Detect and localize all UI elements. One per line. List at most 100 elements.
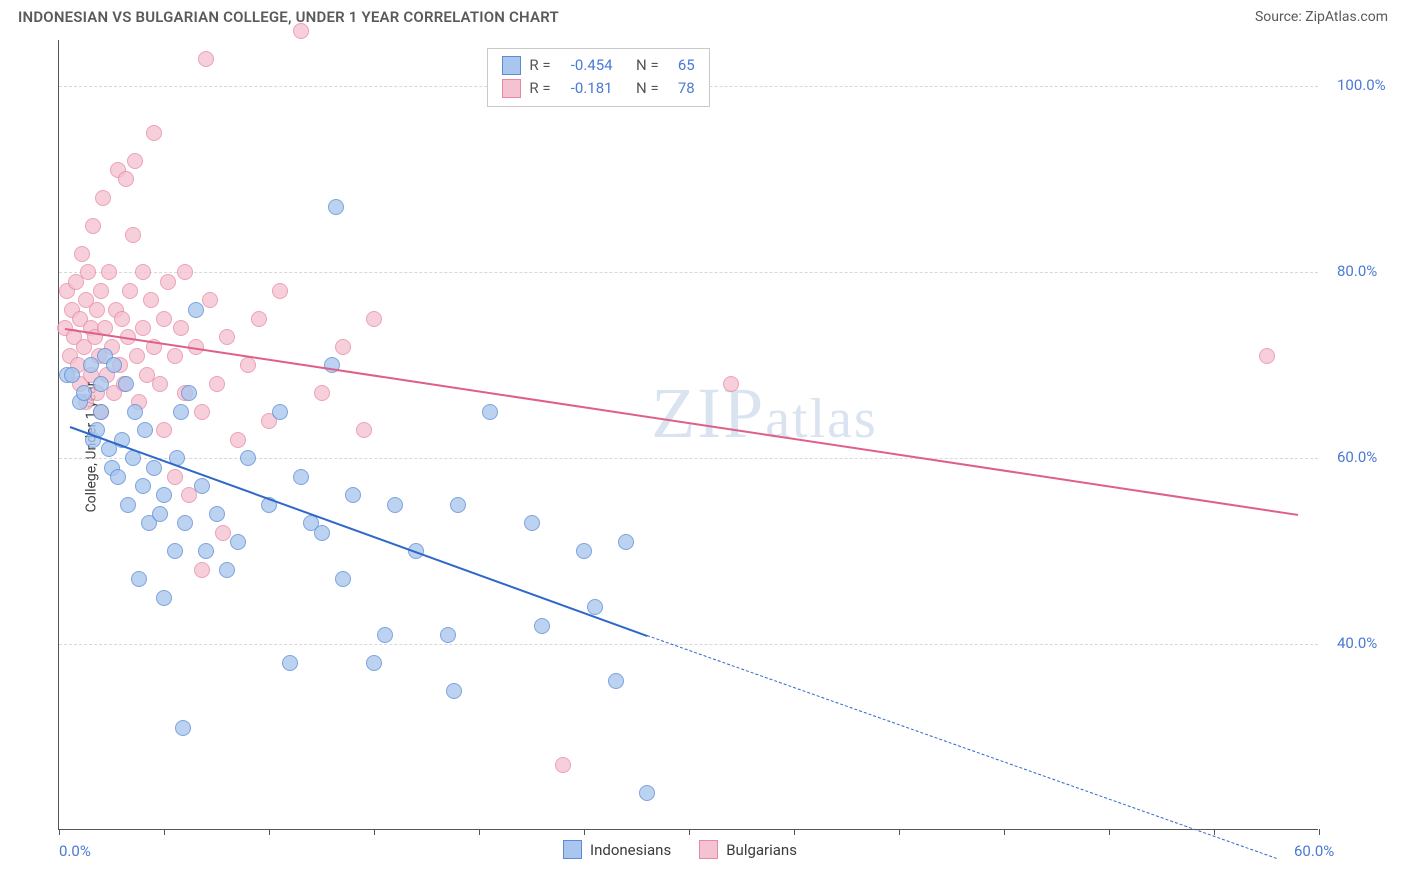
x-tick: [164, 829, 165, 835]
scatter-marker: [177, 264, 193, 280]
scatter-marker: [167, 469, 183, 485]
chart-source: Source: ZipAtlas.com: [1255, 9, 1388, 25]
scatter-marker: [188, 302, 204, 318]
scatter-marker: [129, 348, 145, 364]
chart-container: College, Under 1 year ZIPatlas 40.0%60.0…: [18, 32, 1388, 862]
scatter-marker: [85, 218, 101, 234]
x-tick: [1319, 829, 1320, 835]
trend-line: [65, 328, 1298, 516]
scatter-marker: [314, 525, 330, 541]
watermark: ZIPatlas: [651, 372, 878, 455]
scatter-marker: [282, 655, 298, 671]
legend-swatch: [699, 840, 718, 859]
scatter-marker: [366, 655, 382, 671]
scatter-marker: [114, 311, 130, 327]
scatter-marker: [293, 23, 309, 39]
scatter-marker: [156, 311, 172, 327]
scatter-marker: [524, 515, 540, 531]
scatter-marker: [146, 460, 162, 476]
scatter-marker: [143, 292, 159, 308]
legend-stats-row: R =-0.454 N =65: [502, 54, 694, 77]
chart-title: INDONESIAN VS BULGARIAN COLLEGE, UNDER 1…: [18, 8, 559, 26]
gridline: [59, 644, 1318, 645]
x-tick-label: 0.0%: [59, 842, 91, 860]
x-tick: [689, 829, 690, 835]
scatter-marker: [608, 673, 624, 689]
legend-swatch: [502, 79, 521, 98]
scatter-marker: [83, 357, 99, 373]
scatter-marker: [89, 302, 105, 318]
scatter-marker: [387, 497, 403, 513]
r-value: -0.454: [559, 54, 613, 77]
scatter-marker: [64, 367, 80, 383]
n-value: 78: [667, 77, 695, 100]
scatter-marker: [173, 404, 189, 420]
legend-swatch: [502, 56, 521, 75]
x-tick: [1004, 829, 1005, 835]
scatter-marker: [639, 785, 655, 801]
x-tick-label: 60.0%: [1294, 842, 1334, 860]
n-value: 65: [667, 54, 695, 77]
y-tick-label: 100.0%: [1337, 76, 1386, 94]
legend-swatch: [563, 840, 582, 859]
scatter-marker: [328, 199, 344, 215]
scatter-marker: [80, 264, 96, 280]
scatter-marker: [230, 534, 246, 550]
y-tick-label: 40.0%: [1337, 634, 1377, 652]
scatter-marker: [137, 422, 153, 438]
scatter-marker: [587, 599, 603, 615]
scatter-marker: [356, 422, 372, 438]
scatter-marker: [127, 153, 143, 169]
scatter-marker: [230, 432, 246, 448]
scatter-marker: [93, 283, 109, 299]
n-label: N =: [636, 54, 659, 77]
legend-stats-row: R =-0.181 N =78: [502, 77, 694, 100]
gridline: [59, 272, 1318, 273]
scatter-marker: [202, 292, 218, 308]
scatter-marker: [251, 311, 267, 327]
n-label: N =: [636, 77, 659, 100]
scatter-marker: [366, 311, 382, 327]
scatter-marker: [152, 506, 168, 522]
x-tick: [584, 829, 585, 835]
scatter-marker: [120, 497, 136, 513]
legend-stats-box: R =-0.454 N =65R =-0.181 N =78: [487, 48, 709, 107]
series-legend: IndonesiansBulgarians: [563, 840, 797, 859]
r-label: R =: [529, 77, 550, 100]
scatter-marker: [345, 487, 361, 503]
scatter-marker: [219, 329, 235, 345]
scatter-marker: [152, 376, 168, 392]
scatter-marker: [106, 357, 122, 373]
scatter-marker: [167, 543, 183, 559]
scatter-marker: [618, 534, 634, 550]
plot-area: ZIPatlas 40.0%60.0%80.0%100.0%0.0%60.0%R…: [58, 40, 1318, 830]
x-tick: [1109, 829, 1110, 835]
scatter-marker: [198, 543, 214, 559]
scatter-marker: [110, 469, 126, 485]
scatter-marker: [335, 339, 351, 355]
scatter-marker: [198, 51, 214, 67]
scatter-marker: [555, 757, 571, 773]
scatter-marker: [209, 376, 225, 392]
scatter-marker: [76, 385, 92, 401]
y-tick-label: 60.0%: [1337, 448, 1377, 466]
scatter-marker: [156, 487, 172, 503]
scatter-marker: [74, 246, 90, 262]
scatter-marker: [175, 720, 191, 736]
scatter-marker: [146, 125, 162, 141]
scatter-marker: [272, 404, 288, 420]
trend-line: [647, 635, 1277, 859]
x-tick: [1214, 829, 1215, 835]
scatter-marker: [101, 264, 117, 280]
scatter-marker: [118, 171, 134, 187]
scatter-marker: [93, 404, 109, 420]
scatter-marker: [440, 627, 456, 643]
scatter-marker: [177, 515, 193, 531]
legend-item: Bulgarians: [699, 840, 797, 859]
scatter-marker: [125, 227, 141, 243]
scatter-marker: [293, 469, 309, 485]
x-tick: [794, 829, 795, 835]
x-tick: [479, 829, 480, 835]
scatter-marker: [194, 562, 210, 578]
scatter-marker: [181, 385, 197, 401]
